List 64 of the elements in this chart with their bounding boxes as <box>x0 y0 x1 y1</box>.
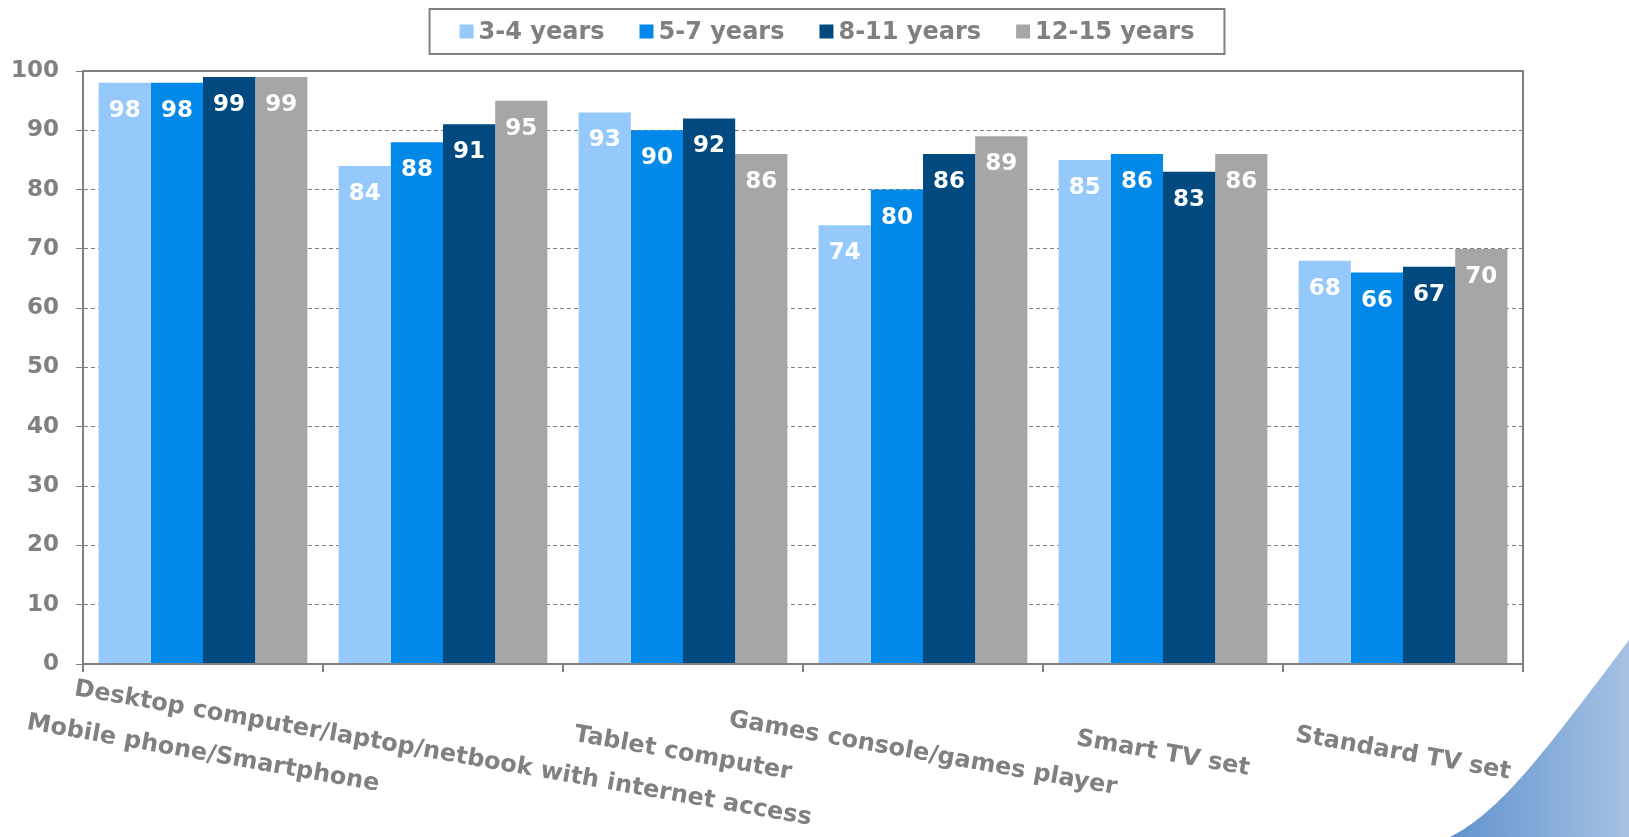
legend-label: 8-11 years <box>838 16 982 45</box>
bar <box>975 136 1028 664</box>
y-tick-label: 70 <box>26 233 59 260</box>
bar <box>1455 248 1508 664</box>
data-label: 68 <box>1308 273 1341 300</box>
bar <box>683 118 736 664</box>
data-label: 86 <box>1120 166 1153 193</box>
data-label: 92 <box>693 131 726 158</box>
bar <box>1163 171 1216 664</box>
bar <box>578 112 631 664</box>
bar <box>255 76 308 664</box>
legend-label: 12-15 years <box>1035 16 1195 45</box>
data-label: 74 <box>828 238 861 265</box>
data-label: 70 <box>1465 261 1498 288</box>
data-label: 85 <box>1068 172 1101 199</box>
y-tick-label: 10 <box>26 589 59 616</box>
bar <box>1215 154 1268 664</box>
bar <box>1403 266 1456 664</box>
data-label: 93 <box>588 125 621 152</box>
bar <box>495 100 548 664</box>
bar <box>630 130 683 664</box>
y-tick-label: 20 <box>26 530 59 557</box>
data-label: 99 <box>213 89 246 116</box>
legend-label: 5-7 years <box>658 16 785 45</box>
bar <box>98 82 151 664</box>
data-label: 88 <box>400 155 433 182</box>
bar <box>735 154 788 664</box>
data-label: 86 <box>745 166 778 193</box>
bar <box>390 142 443 664</box>
x-tick-label: Standard TV set <box>1293 719 1514 785</box>
y-tick-label: 90 <box>26 115 59 142</box>
bar <box>203 76 256 664</box>
data-label: 83 <box>1173 184 1206 211</box>
data-label: 89 <box>985 149 1018 176</box>
y-tick-label: 100 <box>10 55 59 82</box>
data-label: 84 <box>348 178 381 205</box>
data-label: 86 <box>1225 166 1258 193</box>
bar <box>150 82 203 664</box>
y-tick-label: 50 <box>26 352 59 379</box>
y-tick-label: 30 <box>26 471 59 498</box>
data-label: 98 <box>160 95 193 122</box>
data-label: 90 <box>640 143 673 170</box>
bar <box>923 154 976 664</box>
data-label: 66 <box>1360 285 1393 312</box>
bar <box>870 189 923 664</box>
bar <box>1058 159 1111 664</box>
data-label: 98 <box>108 95 141 122</box>
data-label: 80 <box>880 202 913 229</box>
y-tick-label: 60 <box>26 293 59 320</box>
legend-label: 3-4 years <box>478 16 605 45</box>
y-tick-label: 0 <box>42 648 59 675</box>
bar <box>1298 260 1351 664</box>
bar <box>443 124 496 664</box>
data-label: 99 <box>265 89 298 116</box>
bar <box>338 165 391 664</box>
data-label: 95 <box>505 113 538 140</box>
bar <box>1110 154 1163 664</box>
data-label: 91 <box>453 137 486 164</box>
bar <box>1350 272 1403 664</box>
y-tick-label: 80 <box>26 174 59 201</box>
bar <box>818 225 871 664</box>
y-tick-label: 40 <box>26 411 59 438</box>
data-label: 67 <box>1413 279 1446 306</box>
data-label: 86 <box>933 166 966 193</box>
